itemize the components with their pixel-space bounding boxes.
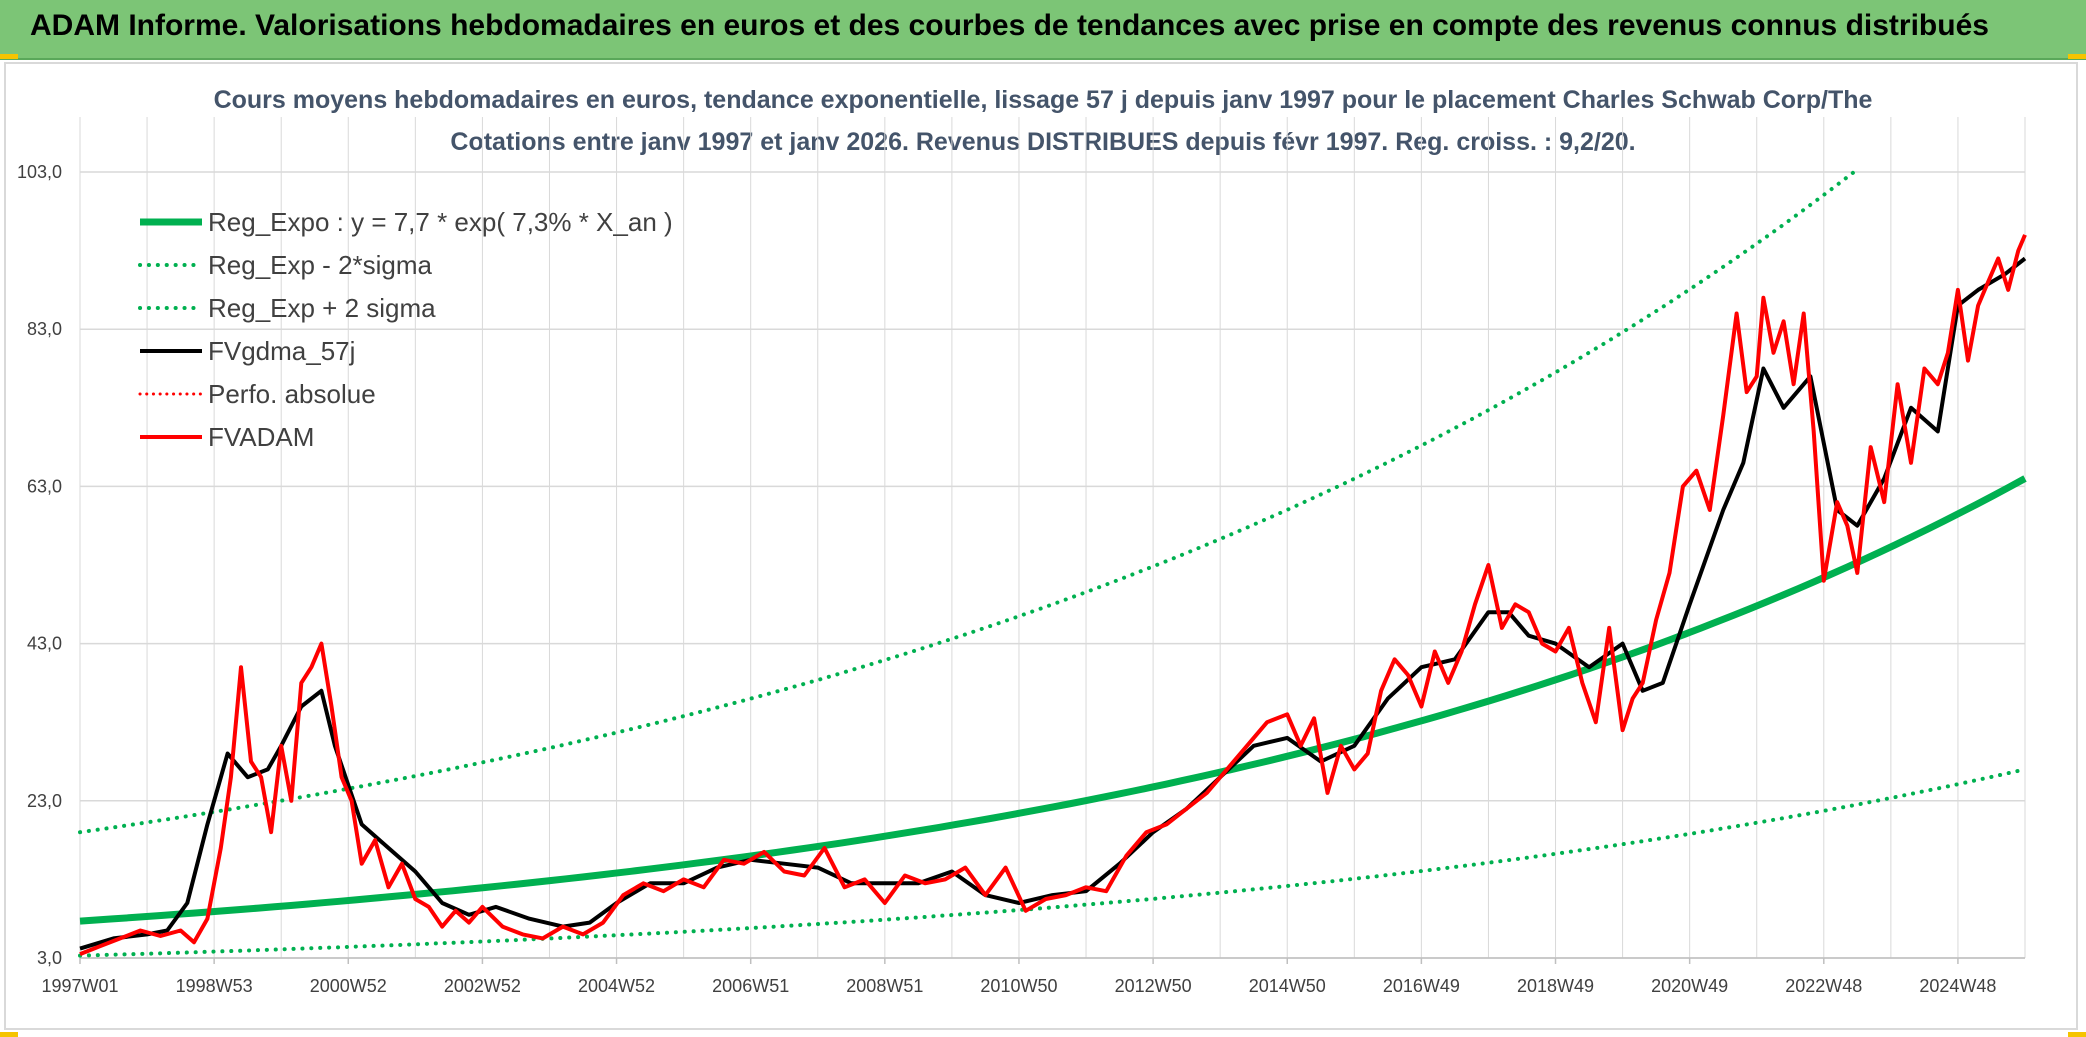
grid-layer: [79, 117, 2026, 959]
legend-label-0: Reg_Expo : y = 7,7 * exp( 7,3% * X_an ): [208, 207, 673, 237]
x-tick-label: 2012W50: [1115, 976, 1192, 996]
chart-title: Cours moyens hebdomadaires en euros, ten…: [213, 86, 1873, 114]
x-tick-label: 2020W49: [1651, 976, 1728, 996]
x-tick-label: 2004W52: [578, 976, 655, 996]
y-tick-label: 63,0: [27, 476, 62, 496]
series-line-2: [78, 170, 1856, 835]
y-tick-label: 103,0: [17, 162, 62, 182]
x-tick-label: 2006W51: [712, 976, 789, 996]
x-tick-label: 2024W48: [1919, 976, 1996, 996]
report-header: ADAM Informe. Valorisations hebdomadaire…: [0, 0, 2086, 60]
y-tick-label: 43,0: [27, 634, 62, 654]
axis-layer: 3,0 23,0 43,0 63,0 83,0 103,0 1997W01 1998W53 20…: [17, 162, 2025, 996]
y-tick-label: 83,0: [27, 319, 62, 339]
chart-subtitle: Cotations entre janv 1997 et janv 2026. …: [450, 128, 1636, 156]
x-tick-label: 2002W52: [444, 976, 521, 996]
series-line-5: [79, 234, 2027, 956]
x-tick-label: 2016W49: [1383, 976, 1460, 996]
corner-accent-bottom-left: [0, 1032, 18, 1037]
series-line-3: [79, 256, 2027, 951]
legend-label-3: FVgdma_57j: [208, 336, 355, 366]
x-tick-label: 2010W50: [980, 976, 1057, 996]
y-tick-label: 23,0: [27, 791, 62, 811]
chart-frame: [4, 62, 2078, 1030]
series-layer: [78, 170, 2027, 958]
x-tick-label: 1997W01: [41, 976, 118, 996]
corner-accent-bottom-right: [2068, 1032, 2086, 1037]
corner-accent-right: [2068, 54, 2086, 59]
legend-label-5: FVADAM: [208, 422, 314, 452]
x-tick-label: 2018W49: [1517, 976, 1594, 996]
y-tick-label: 3,0: [37, 948, 62, 968]
series-line-0: [79, 475, 2027, 925]
legend: Reg_Expo : y = 7,7 * exp( 7,3% * X_an ) R…: [138, 207, 673, 452]
x-tick-label: 2008W51: [846, 976, 923, 996]
corner-accent-left: [0, 54, 18, 59]
report-title: ADAM Informe. Valorisations hebdomadaire…: [30, 9, 1989, 42]
x-tick-label: 1998W53: [176, 976, 253, 996]
legend-label-2: Reg_Exp + 2 sigma: [208, 293, 436, 323]
x-tick-label: 2000W52: [310, 976, 387, 996]
legend-label-1: Reg_Exp - 2*sigma: [208, 250, 433, 280]
legend-label-4: Perfo. absolue: [208, 379, 376, 409]
x-tick-label: 2014W50: [1249, 976, 1326, 996]
series-line-1: [78, 767, 2027, 958]
x-tick-label: 2022W48: [1785, 976, 1862, 996]
